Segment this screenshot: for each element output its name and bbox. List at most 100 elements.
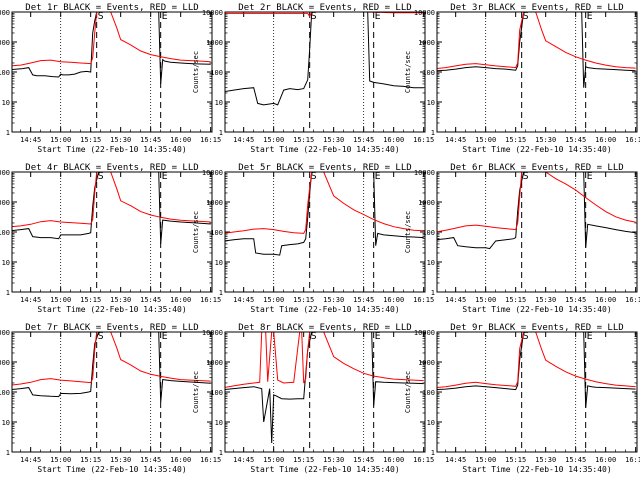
y-tick-label: 1000 xyxy=(0,199,10,207)
y-tick-label: 1 xyxy=(6,129,10,137)
x-tick-label: 16:15 xyxy=(413,296,434,304)
x-tick-label: 16:00 xyxy=(595,456,616,464)
x-axis-label: Start Time (22-Feb-10 14:35:40) xyxy=(462,145,611,154)
chart-panel-1: Det 1r BLACK = Events, RED = LLD Counts/s… xyxy=(0,3,221,154)
chart-title: Det 9r BLACK = Events, RED = LLD xyxy=(450,323,623,333)
y-tick-label: 1000 xyxy=(418,199,435,207)
x-tick-label: 15:15 xyxy=(80,296,101,304)
y-tick-label: 1 xyxy=(219,449,223,457)
chart-title: Det 8r BLACK = Events, RED = LLD xyxy=(238,323,411,333)
x-tick-label: 16:15 xyxy=(200,136,221,144)
x-tick-label: 15:30 xyxy=(535,456,556,464)
x-axis-label: Start Time (22-Feb-10 14:35:40) xyxy=(250,145,399,154)
x-tick-label: 15:15 xyxy=(80,136,101,144)
y-tick-label: 1 xyxy=(431,449,435,457)
y-tick-label: 100 xyxy=(210,229,223,237)
x-tick-label: 15:00 xyxy=(475,456,496,464)
marker-label-S: S xyxy=(523,171,529,182)
marker-label-E: E xyxy=(162,331,168,342)
series-line-events xyxy=(225,332,424,444)
x-axis-label: Start Time (22-Feb-10 14:35:40) xyxy=(37,465,186,474)
x-tick-label: 16:00 xyxy=(170,296,191,304)
y-tick-label: 10 xyxy=(2,259,10,267)
x-tick-label: 15:15 xyxy=(505,456,526,464)
y-tick-label: 1 xyxy=(431,289,435,297)
y-axis-label: Counts/sec xyxy=(192,51,200,93)
chart-panel-6: Det 6r BLACK = Events, RED = LLD Counts/s… xyxy=(404,163,640,314)
y-tick-label: 10000 xyxy=(414,169,435,177)
series-line-lld xyxy=(437,12,636,69)
x-tick-label: 14:45 xyxy=(233,456,254,464)
chart-panel-2: Det 2r BLACK = Events, RED = LLD Counts/s… xyxy=(192,3,434,154)
series-line-events xyxy=(225,172,424,256)
plot-frame xyxy=(436,171,638,293)
x-tick-label: 16:00 xyxy=(595,136,616,144)
x-tick-label: 15:45 xyxy=(353,296,374,304)
x-tick-label: 14:45 xyxy=(20,136,41,144)
x-tick-label: 15:00 xyxy=(263,136,284,144)
marker-label-E: E xyxy=(375,171,381,182)
chart-panel-4: Det 4r BLACK = Events, RED = LLD Counts/s… xyxy=(0,163,221,314)
series-line-lld xyxy=(12,332,211,386)
series-line-lld xyxy=(225,332,424,388)
x-tick-label: 15:00 xyxy=(475,136,496,144)
y-tick-label: 100 xyxy=(422,229,435,237)
y-tick-label: 10000 xyxy=(0,329,10,337)
series-line-events xyxy=(437,172,636,250)
x-tick-label: 16:15 xyxy=(413,456,434,464)
x-tick-label: 15:45 xyxy=(353,136,374,144)
x-tick-label: 15:45 xyxy=(353,456,374,464)
y-tick-label: 10 xyxy=(427,419,435,427)
x-tick-label: 16:00 xyxy=(383,296,404,304)
x-tick-label: 14:45 xyxy=(445,136,466,144)
y-tick-label: 10 xyxy=(215,99,223,107)
x-tick-label: 16:15 xyxy=(625,136,640,144)
x-tick-label: 15:30 xyxy=(535,136,556,144)
chart-panel-8: Det 8r BLACK = Events, RED = LLD Counts/s… xyxy=(192,323,434,474)
marker-label-S: S xyxy=(98,11,104,22)
x-tick-label: 16:15 xyxy=(625,296,640,304)
plot-frame xyxy=(436,11,638,133)
chart-title: Det 5r BLACK = Events, RED = LLD xyxy=(238,163,411,173)
series-line-lld xyxy=(225,172,424,234)
x-axis-label: Start Time (22-Feb-10 14:35:40) xyxy=(37,305,186,314)
y-tick-label: 100 xyxy=(0,69,10,77)
y-tick-label: 10000 xyxy=(0,169,10,177)
x-tick-label: 15:00 xyxy=(50,136,71,144)
x-tick-label: 14:45 xyxy=(233,296,254,304)
marker-label-E: E xyxy=(587,331,593,342)
marker-label-S: S xyxy=(311,171,317,182)
x-tick-label: 15:30 xyxy=(323,296,344,304)
marker-label-E: E xyxy=(587,11,593,22)
x-axis-label: Start Time (22-Feb-10 14:35:40) xyxy=(462,305,611,314)
x-tick-label: 14:45 xyxy=(233,136,254,144)
y-tick-label: 100 xyxy=(210,69,223,77)
x-tick-label: 15:45 xyxy=(565,296,586,304)
y-tick-label: 10 xyxy=(215,259,223,267)
marker-label-S: S xyxy=(98,331,104,342)
y-tick-label: 10000 xyxy=(414,9,435,17)
series-line-events xyxy=(437,332,636,408)
x-tick-label: 16:00 xyxy=(595,296,616,304)
x-axis-label: Start Time (22-Feb-10 14:35:40) xyxy=(462,465,611,474)
y-tick-label: 10 xyxy=(427,259,435,267)
y-axis-label: Counts/sec xyxy=(192,371,200,413)
plot-frame xyxy=(224,171,426,293)
x-tick-label: 15:00 xyxy=(50,296,71,304)
y-tick-label: 1 xyxy=(219,289,223,297)
x-tick-label: 15:45 xyxy=(565,136,586,144)
y-tick-label: 100 xyxy=(210,389,223,397)
x-tick-label: 15:15 xyxy=(293,456,314,464)
x-tick-label: 15:00 xyxy=(475,296,496,304)
x-tick-label: 15:15 xyxy=(80,456,101,464)
series-line-lld xyxy=(12,172,211,228)
marker-label-S: S xyxy=(523,331,529,342)
y-tick-label: 1000 xyxy=(418,359,435,367)
chart-panel-9: Det 9r BLACK = Events, RED = LLD Counts/s… xyxy=(404,323,640,474)
x-axis-label: Start Time (22-Feb-10 14:35:40) xyxy=(37,145,186,154)
marker-label-E: E xyxy=(587,171,593,182)
y-tick-label: 10 xyxy=(215,419,223,427)
series-line-events xyxy=(12,332,211,403)
chart-title: Det 4r BLACK = Events, RED = LLD xyxy=(25,163,198,173)
x-tick-label: 15:15 xyxy=(293,296,314,304)
